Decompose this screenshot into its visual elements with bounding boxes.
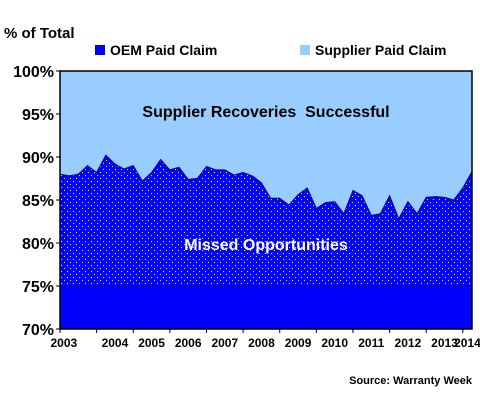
x-tick-label: 2010 <box>321 336 348 350</box>
x-tick-label: 2011 <box>358 336 384 350</box>
x-tick-label: 2003 <box>50 336 77 350</box>
x-tick-label: 2008 <box>248 336 275 350</box>
x-axis: 2003 2004 2005 2006 2007 2008 2009 2010 2011 2012… <box>50 329 480 350</box>
x-tick-label: 2005 <box>138 336 165 350</box>
y-tick-label: 80% <box>22 236 54 253</box>
x-tick-label: 2012 <box>395 336 422 350</box>
reference-band <box>60 286 472 329</box>
y-tick-label: 90% <box>22 150 54 167</box>
y-tick-label: 85% <box>22 193 54 210</box>
legend-swatch-supplier <box>300 45 310 55</box>
source-note: Source: Warranty Week <box>349 375 473 387</box>
oem-series-line <box>59 154 473 221</box>
y-tick-label: 95% <box>22 107 54 124</box>
x-tick-label: 2007 <box>211 336 238 350</box>
legend-label-supplier: Supplier Paid Claim <box>315 42 446 58</box>
legend-swatch-oem <box>95 45 105 55</box>
y-axis-title: % of Total <box>4 25 75 42</box>
x-tick-label: 2004 <box>102 336 129 350</box>
x-tick-label: 2013 <box>431 336 458 350</box>
plot-area <box>59 70 473 330</box>
x-tick-label: 2014 <box>454 336 480 350</box>
x-tick-label: 2009 <box>285 336 312 350</box>
y-axis: 70% 75% 80% 85% 90% 95% 100% <box>13 64 60 339</box>
annotation-upper: Supplier Recoveries Successful <box>142 104 389 121</box>
y-tick-label: 75% <box>22 279 54 296</box>
annotation-lower: Missed Opportunities <box>184 237 348 254</box>
legend-label-oem: OEM Paid Claim <box>110 42 217 58</box>
y-tick-label: 70% <box>22 322 54 339</box>
y-tick-label: 100% <box>13 64 54 81</box>
legend: OEM Paid Claim Supplier Paid Claim <box>95 42 446 58</box>
x-tick-label: 2006 <box>175 336 202 350</box>
